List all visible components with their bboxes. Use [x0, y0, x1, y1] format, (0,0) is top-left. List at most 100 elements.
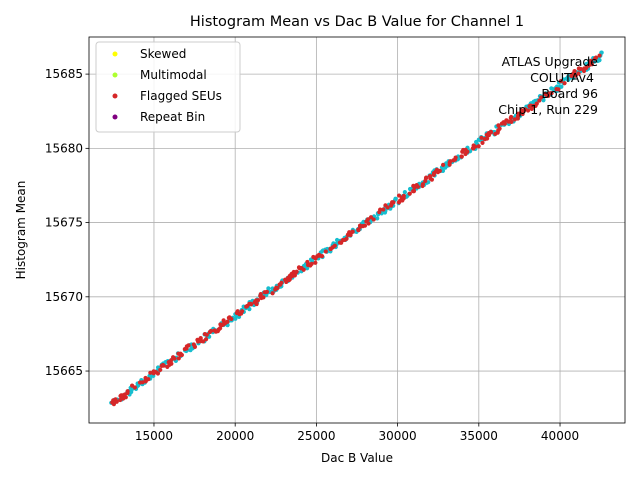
flagged-seu-point	[597, 53, 602, 58]
x-axis-ticks: 15000 20000 25000 30000 35000 40000	[135, 423, 579, 443]
x-tick-label: 20000	[216, 429, 254, 443]
flagged-seu-point	[401, 193, 406, 198]
flagged-seu-point	[589, 62, 595, 67]
nominal-point	[129, 389, 134, 395]
nominal-point	[402, 190, 407, 195]
flagged-seu-point	[578, 66, 583, 72]
flagged-seu-point	[287, 277, 292, 282]
flagged-seu-point	[497, 126, 502, 131]
flagged-seu-point	[240, 309, 245, 314]
legend-marker-flagged-seus	[112, 93, 118, 99]
flagged-seu-point	[415, 184, 421, 189]
flagged-seu-point	[365, 217, 371, 222]
flagged-seu-point	[261, 295, 266, 300]
flagged-seu-point	[521, 109, 526, 114]
annotation-line-2: COLUTAv4	[530, 70, 594, 85]
legend-label-flagged-seus: Flagged SEUs	[140, 89, 222, 103]
flagged-seu-point	[198, 335, 203, 341]
flagged-seu-point	[237, 312, 242, 317]
annotation-box: ATLAS Upgrade COLUTAv4 Board 96 Chip 1, …	[498, 54, 598, 117]
legend-marker-skewed	[112, 51, 118, 57]
flagged-seu-point	[356, 228, 361, 233]
flagged-seu-point	[350, 229, 355, 235]
flagged-seu-point	[248, 301, 253, 306]
flagged-seu-point	[495, 130, 500, 135]
nominal-point	[233, 316, 238, 321]
data-points	[109, 50, 604, 407]
flagged-seu-point	[562, 81, 567, 86]
x-axis-label: Dac B Value	[321, 451, 393, 465]
nominal-point	[404, 194, 410, 199]
flagged-seu-point	[254, 301, 259, 307]
flagged-seu-point	[441, 162, 446, 167]
flagged-seu-point	[385, 205, 390, 210]
flagged-seu-point	[459, 154, 464, 159]
nominal-point	[375, 216, 380, 221]
flagged-seu-point	[593, 55, 599, 60]
flagged-seu-point	[420, 183, 425, 189]
flagged-seu-point	[284, 279, 289, 285]
flagged-seu-point	[275, 285, 280, 291]
nominal-point	[597, 58, 602, 63]
flagged-seu-point	[502, 121, 507, 126]
flagged-seu-point	[119, 393, 124, 398]
flagged-seu-point	[204, 332, 209, 337]
x-tick-label: 40000	[541, 429, 579, 443]
flagged-seu-point	[465, 149, 470, 154]
flagged-seu-point	[293, 270, 299, 275]
flagged-seu-point	[132, 385, 137, 390]
flagged-seu-point	[534, 101, 539, 106]
flagged-seu-point	[556, 87, 561, 92]
nominal-point	[247, 307, 252, 312]
legend-label-skewed: Skewed	[140, 47, 186, 61]
y-tick-label: 15685	[45, 67, 83, 81]
nominal-point	[266, 286, 271, 291]
flagged-seu-point	[201, 339, 206, 344]
nominal-point	[393, 196, 398, 201]
flagged-seu-point	[429, 177, 435, 182]
x-tick-label: 30000	[379, 429, 417, 443]
x-tick-label: 15000	[135, 429, 173, 443]
plot-frame	[88, 36, 626, 424]
flagged-seu-point	[473, 144, 478, 149]
flagged-seu-point	[169, 361, 174, 366]
flagged-seu-point	[476, 144, 481, 149]
nominal-point	[599, 50, 604, 55]
flagged-seu-point	[332, 243, 337, 248]
legend: Skewed Multimodal Flagged SEUs Repeat Bi…	[95, 41, 241, 133]
nominal-point	[305, 266, 310, 271]
flagged-seu-point	[270, 291, 275, 296]
flagged-seu-point	[161, 363, 166, 368]
flagged-seu-point	[344, 236, 349, 241]
flagged-seu-point	[111, 402, 116, 407]
flagged-seu-point	[488, 130, 493, 135]
flagged-seu-point	[179, 352, 184, 358]
flagged-seu-point	[509, 119, 514, 125]
flagged-seu-point	[480, 140, 485, 145]
flagged-seu-point	[496, 123, 501, 128]
annotation-line-4: Chip 1, Run 229	[498, 102, 598, 117]
flagged-seu-point	[313, 260, 318, 265]
flagged-seu-point	[549, 91, 554, 96]
flagged-seu-point	[378, 207, 383, 212]
flagged-seu-point	[366, 221, 371, 226]
flagged-seu-point	[537, 98, 542, 103]
legend-marker-repeat-bin	[112, 114, 118, 120]
flagged-seu-point	[255, 298, 261, 303]
flagged-seu-point	[479, 135, 484, 140]
grid-lines	[89, 37, 625, 423]
flagged-seu-point	[453, 155, 458, 160]
flagged-seu-point	[346, 232, 351, 237]
flagged-seu-point	[155, 371, 161, 376]
flagged-seu-point	[192, 344, 198, 349]
flagged-seu-point	[172, 356, 177, 361]
y-tick-label: 15670	[45, 290, 83, 304]
flagged-seu-point	[515, 114, 521, 119]
flagged-seu-point	[447, 162, 452, 167]
y-axis-label: Histogram Mean	[14, 181, 28, 280]
flagged-seu-point	[203, 337, 209, 342]
nominal-point	[440, 168, 446, 174]
flagged-seu-point	[424, 175, 429, 180]
flagged-seu-point	[509, 114, 514, 120]
